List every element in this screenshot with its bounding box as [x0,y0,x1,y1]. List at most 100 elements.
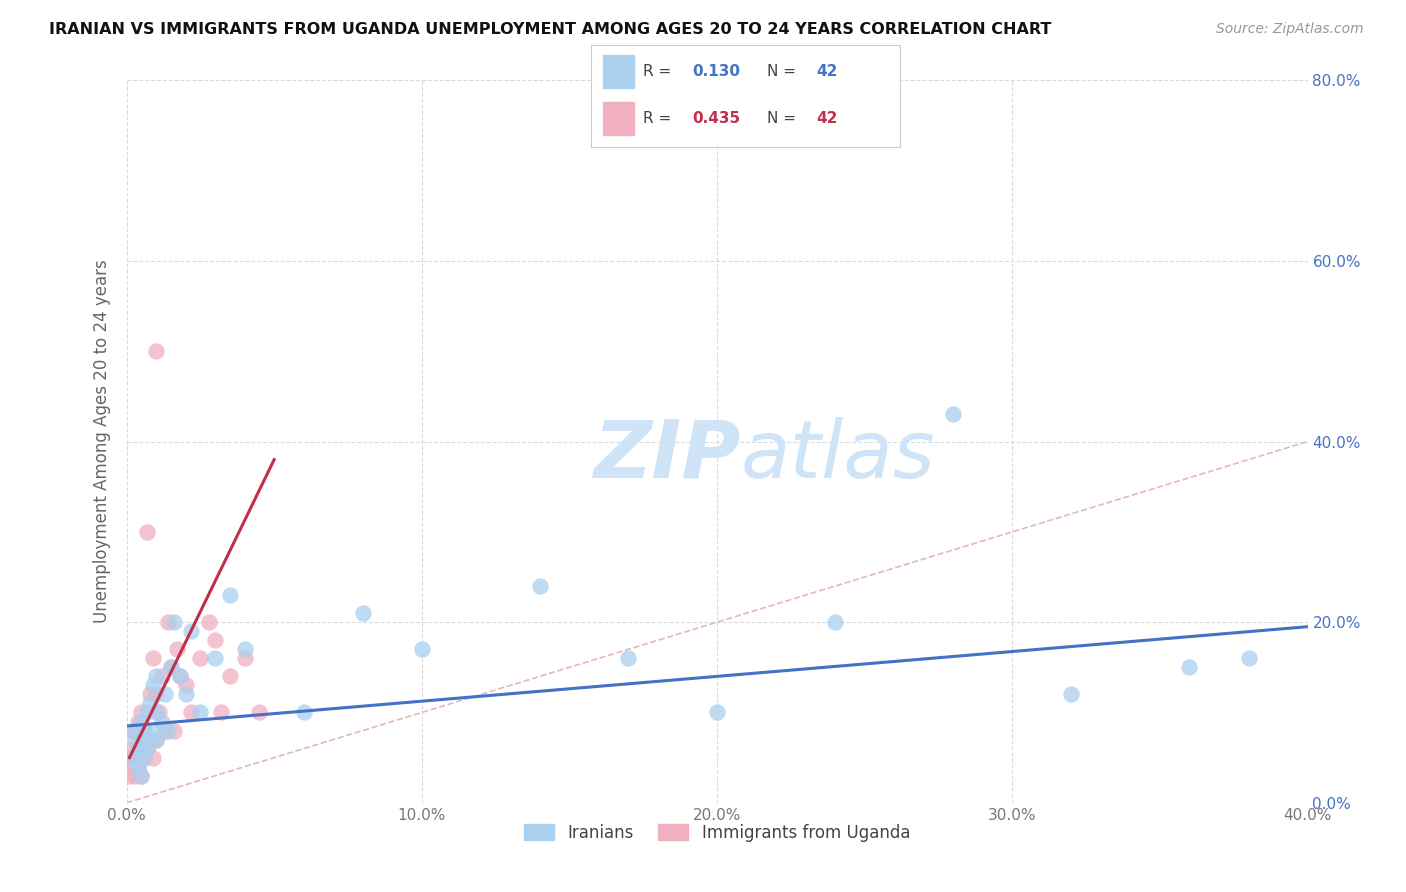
Point [204,633,226,648]
Point [127,760,149,774]
Point [121,723,143,738]
Point [139,732,162,747]
Point [169,669,191,683]
Point [139,697,162,711]
Point [129,741,153,756]
Point [134,750,156,764]
Bar [603,102,634,135]
Text: 42: 42 [817,111,838,126]
Point [148,706,170,720]
Point [129,714,153,729]
Point [1178,660,1201,674]
Text: 0.435: 0.435 [693,111,741,126]
Point [121,741,143,756]
Point [136,741,159,756]
Bar [603,55,634,87]
Point [233,642,256,657]
Text: IRANIAN VS IMMIGRANTS FROM UGANDA UNEMPLOYMENT AMONG AGES 20 TO 24 YEARS CORRELA: IRANIAN VS IMMIGRANTS FROM UGANDA UNEMPL… [49,22,1052,37]
Point [136,741,159,756]
Point [145,732,167,747]
Point [1237,651,1260,665]
Text: Source: ZipAtlas.com: Source: ZipAtlas.com [1216,22,1364,37]
Point [160,660,183,674]
Point [129,732,153,747]
Point [134,723,156,738]
Text: N =: N = [766,111,800,126]
Point [156,615,179,630]
Point [174,687,197,701]
Point [174,678,197,692]
Point [139,732,162,747]
Point [706,706,728,720]
Point [118,750,141,764]
Point [142,723,165,738]
Point [145,344,167,359]
Point [617,651,640,665]
Point [233,651,256,665]
Point [188,651,212,665]
Point [166,642,188,657]
Point [134,723,156,738]
Point [411,642,433,657]
Point [124,732,146,747]
Point [139,687,162,701]
Point [150,669,173,683]
Point [145,669,167,683]
Point [145,706,167,720]
Text: R =: R = [643,111,676,126]
Point [127,741,149,756]
Point [180,624,202,639]
Point [145,687,167,701]
Text: ZIP: ZIP [593,417,741,495]
Point [153,687,176,701]
Point [127,741,149,756]
Point [209,706,232,720]
Point [352,606,374,620]
Point [529,579,551,593]
Point [127,714,149,729]
Text: atlas: atlas [741,417,935,495]
Point [824,615,846,630]
Point [142,678,165,692]
Point [942,408,965,422]
Point [142,750,165,764]
Point [156,723,179,738]
Point [198,615,221,630]
Point [219,588,242,602]
Point [163,723,186,738]
Point [124,723,146,738]
Point [169,669,191,683]
Point [129,769,153,783]
Point [160,660,183,674]
Point [1060,687,1083,701]
Point [219,669,242,683]
Point [153,723,176,738]
Point [124,769,146,783]
Point [188,706,212,720]
Point [129,706,153,720]
Text: R =: R = [643,63,676,78]
Point [142,651,165,665]
Text: 0.130: 0.130 [693,63,741,78]
Point [180,706,202,720]
Point [292,706,315,720]
Point [249,706,271,720]
Point [136,706,159,720]
Point [118,769,141,783]
Point [124,750,146,764]
Point [127,760,149,774]
Point [129,769,153,783]
Point [121,750,143,764]
Point [124,723,146,738]
Point [134,750,156,764]
Point [145,732,167,747]
Point [121,760,143,774]
Point [136,524,159,539]
Legend: Iranians, Immigrants from Uganda: Iranians, Immigrants from Uganda [517,817,917,848]
Text: N =: N = [766,63,800,78]
Y-axis label: Unemployment Among Ages 20 to 24 years: Unemployment Among Ages 20 to 24 years [93,260,111,624]
Text: 42: 42 [817,63,838,78]
Point [163,615,186,630]
Point [150,714,173,729]
Point [204,651,226,665]
